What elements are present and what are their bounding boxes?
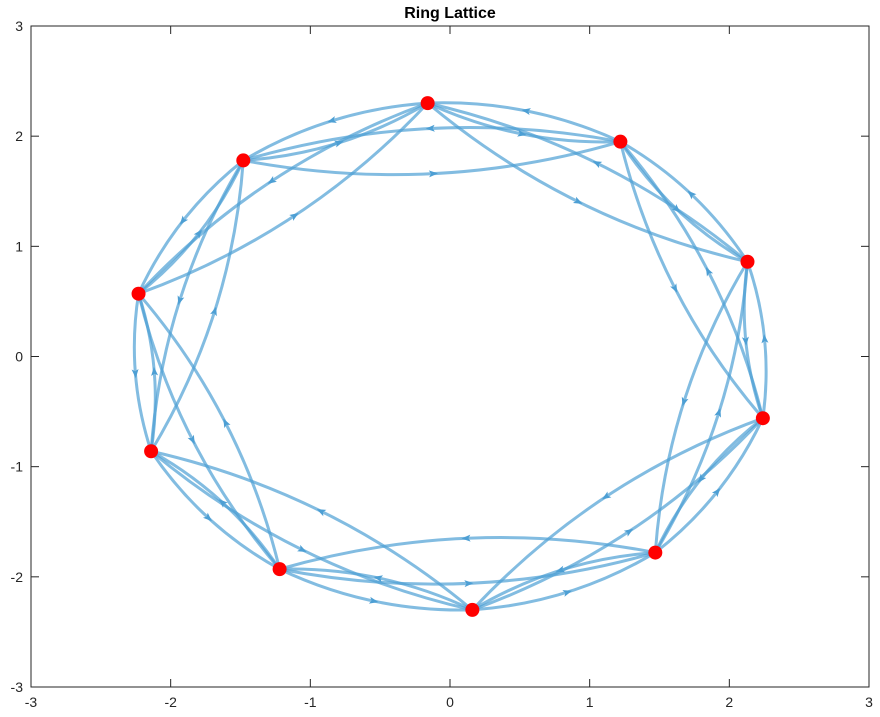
x-tick-label: -2 xyxy=(164,694,177,710)
edges-layer xyxy=(131,101,769,612)
edge-arrow xyxy=(562,590,573,597)
x-tick-label: 0 xyxy=(446,694,454,710)
edge-arrow xyxy=(151,366,159,376)
y-tick-label: -3 xyxy=(11,679,24,695)
edge-arrow xyxy=(425,124,435,132)
edge-arrow xyxy=(267,175,277,184)
edge-arrow xyxy=(179,215,189,225)
edge-arrow xyxy=(711,487,721,498)
edge-arrow xyxy=(670,283,678,293)
edge-arrow xyxy=(681,396,689,407)
edge-arrow xyxy=(210,306,217,317)
edge-arrow xyxy=(223,418,231,429)
edge-arrow xyxy=(131,368,139,379)
graph-node xyxy=(236,153,251,168)
x-tick-label: 2 xyxy=(725,694,733,710)
graph-node xyxy=(465,602,480,617)
edge-arrow xyxy=(623,528,634,537)
edge-arrow xyxy=(687,190,697,200)
edge-arrow xyxy=(202,512,212,522)
edge-arrow xyxy=(741,336,749,346)
edge-arrow xyxy=(461,534,471,542)
x-tick-label: -3 xyxy=(25,694,38,710)
graph-node xyxy=(648,545,663,560)
y-tick-label: -1 xyxy=(11,459,24,475)
edge-arrow xyxy=(714,407,721,418)
edge-arrow xyxy=(428,170,438,178)
graph-node xyxy=(272,562,287,577)
y-tick-label: 3 xyxy=(15,18,23,34)
edge-arrow xyxy=(368,596,379,604)
y-tick-label: 0 xyxy=(15,349,23,365)
x-tick-label: 3 xyxy=(865,694,873,710)
y-tick-label: -2 xyxy=(11,569,24,585)
graph-node xyxy=(755,411,770,426)
graph-node xyxy=(131,286,146,301)
edge-arrow xyxy=(373,575,384,583)
ticks-layer: -3 -2 -1 0 1 2 3 -3 -2 -1 0 1 2 3 xyxy=(11,18,874,710)
graph-node xyxy=(144,444,159,459)
graph-node xyxy=(613,134,628,149)
edge-arrow xyxy=(177,295,185,306)
edge-arrow xyxy=(555,565,566,573)
x-tick-label: -1 xyxy=(304,694,317,710)
edge-arrow xyxy=(601,491,612,500)
y-tick-label: 1 xyxy=(15,238,23,254)
y-tick-label: 2 xyxy=(15,128,23,144)
edge-arrow xyxy=(761,334,769,344)
edge-arrow xyxy=(572,196,583,204)
chart-title: Ring Lattice xyxy=(404,5,496,22)
graph-node xyxy=(740,254,755,269)
edge-arrow xyxy=(327,116,337,123)
edge-arrow xyxy=(705,266,714,277)
edge-arrow xyxy=(289,213,299,221)
edge-arrow xyxy=(521,108,531,116)
edge-arrow xyxy=(187,434,195,445)
plot-area xyxy=(31,26,869,687)
graph-node xyxy=(420,96,435,111)
edge-arrow xyxy=(316,509,327,517)
edge-arrow xyxy=(218,499,228,508)
edge-arrow xyxy=(671,204,681,213)
edge-arrow xyxy=(297,544,307,553)
edge-arrow xyxy=(334,140,344,148)
x-tick-label: 1 xyxy=(586,694,594,710)
nodes-layer xyxy=(131,96,770,617)
edge-arrow xyxy=(193,229,203,239)
edge-arrow xyxy=(592,161,603,169)
edge-arrow xyxy=(464,580,474,588)
